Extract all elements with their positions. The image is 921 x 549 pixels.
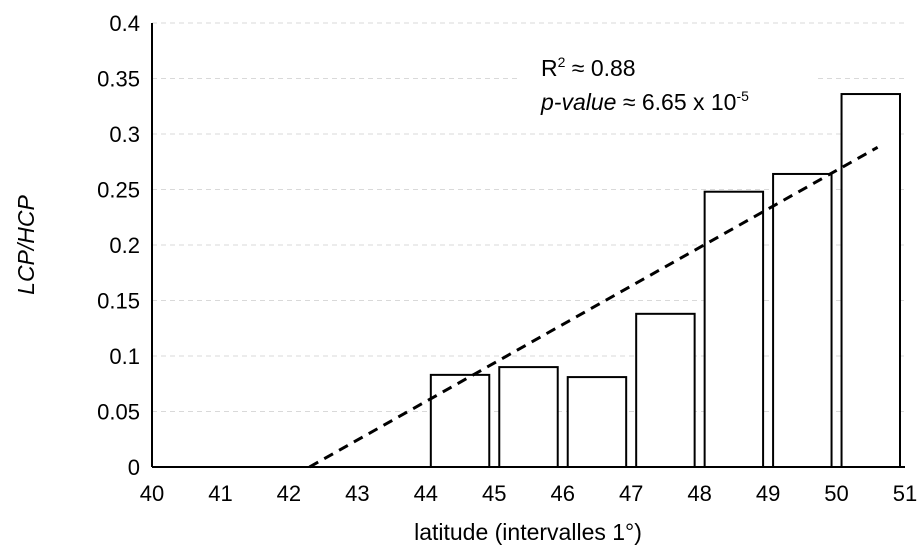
x-tick-label: 42: [277, 481, 301, 506]
x-tick-label: 50: [824, 481, 848, 506]
y-tick-label: 0: [128, 455, 140, 480]
p-value-number: ≈ 6.65 x 10: [616, 89, 736, 115]
bars: [429, 93, 902, 469]
x-tick-label: 48: [687, 481, 711, 506]
x-tick-label: 44: [414, 481, 438, 506]
x-tick-label: 49: [756, 481, 780, 506]
x-tick-label: 46: [550, 481, 574, 506]
x-axis-title: latitude (intervalles 1°): [414, 519, 642, 545]
x-tick-label: 40: [140, 481, 164, 506]
bar-48: [703, 190, 765, 468]
bar-45: [498, 366, 559, 469]
y-axis-title: LCP/HCP: [13, 194, 39, 294]
p-value-label: p-value: [540, 89, 616, 115]
bar-44: [429, 373, 491, 468]
y-tick-labels: 0 0.05 0.1 0.15 0.2 0.25 0.3 0.35 0.4: [97, 11, 140, 480]
bar-47: [635, 312, 696, 468]
x-tick-label: 45: [482, 481, 506, 506]
y-tick-label: 0.4: [109, 11, 140, 36]
y-tick-label: 0.1: [109, 344, 140, 369]
x-tick-labels: 40 41 42 43 44 45 46 47 48 49 50 51: [140, 481, 917, 506]
bar-49: [772, 172, 833, 469]
y-tick-label: 0.3: [109, 122, 140, 147]
y-tick-label: 0.2: [109, 233, 140, 258]
r-squared-annotation: R2 ≈ 0.88: [541, 54, 636, 81]
r2-superscript: 2: [558, 54, 566, 70]
bar-46: [566, 376, 628, 468]
annotation-background: [520, 48, 816, 124]
x-tick-label: 47: [619, 481, 643, 506]
y-tick-label: 0.25: [97, 178, 140, 203]
stats-annotation: R2 ≈ 0.88 p-value ≈ 6.65 x 10-5: [520, 48, 816, 124]
p-value-annotation: p-value ≈ 6.65 x 10-5: [540, 88, 749, 115]
bar-50: [840, 93, 902, 468]
y-tick-label: 0.15: [97, 289, 140, 314]
trendline-layer: [308, 146, 879, 469]
r2-prefix: R: [541, 55, 558, 81]
x-tick-label: 51: [893, 481, 917, 506]
r2-value: ≈ 0.88: [565, 55, 635, 81]
x-tick-label: 43: [345, 481, 369, 506]
y-tick-label: 0.35: [97, 67, 140, 92]
y-tick-label: 0.05: [97, 400, 140, 425]
axes: [151, 23, 905, 468]
x-tick-label: 41: [208, 481, 232, 506]
p-value-exponent: -5: [736, 88, 749, 104]
trendline: [308, 146, 879, 469]
